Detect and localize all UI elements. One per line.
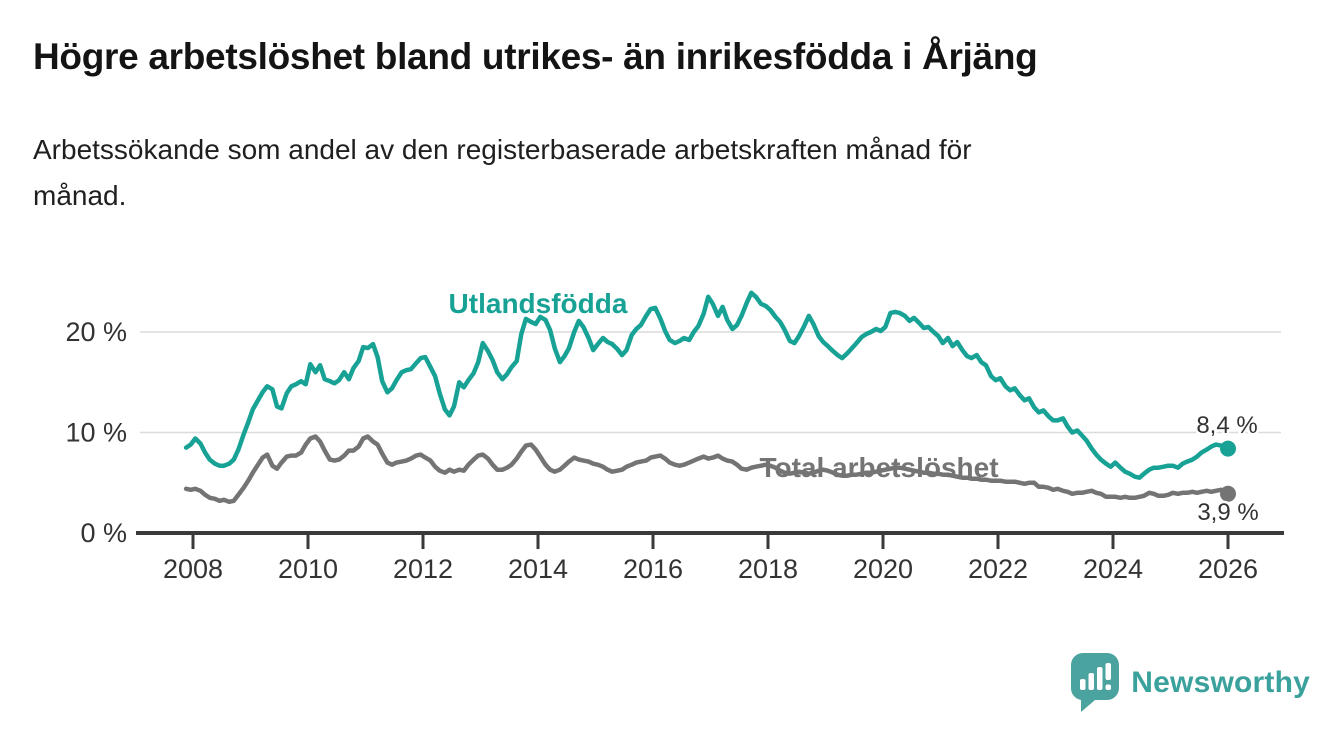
y-tick-label-10: 10 % — [65, 418, 127, 448]
x-tick-label-2016: 2016 — [623, 554, 683, 584]
x-tick-label-2022: 2022 — [968, 554, 1028, 584]
series-end-dot-0 — [1220, 440, 1236, 457]
brand-name: Newsworthy — [1131, 665, 1310, 699]
series-end-dot-1 — [1220, 485, 1236, 502]
speech-bubble-shape — [1071, 653, 1120, 712]
series-label-total-arbetsloshet: Total arbetslöshet — [759, 452, 998, 483]
series-line-0 — [183, 290, 1231, 480]
x-tick-label-2008: 2008 — [163, 554, 223, 584]
brand-footer: Newsworthy — [1071, 653, 1310, 712]
bar-chart-glyph — [1080, 663, 1112, 690]
x-tick-label-2018: 2018 — [738, 554, 798, 584]
x-tick-label-2020: 2020 — [853, 554, 913, 584]
end-value-label-total: 3,9 % — [1197, 499, 1258, 526]
chart-subtitle-line-2: månad. — [33, 180, 127, 211]
x-tick-label-2010: 2010 — [278, 554, 338, 584]
chart-subtitle-line-1: Arbetssökande som andel av den registerb… — [33, 134, 972, 165]
y-tick-label-0: 0 % — [80, 518, 127, 548]
chart-title: Högre arbetslöshet bland utrikes- än inr… — [33, 36, 1038, 77]
newsworthy-logo-icon — [1071, 653, 1120, 712]
x-tick-label-2014: 2014 — [508, 554, 568, 584]
y-tick-label-20: 20 % — [65, 317, 127, 347]
series-label-utlandsfodda: Utlandsfödda — [449, 288, 628, 319]
chart-subtitle: Arbetssökande som andel av den registerb… — [33, 127, 1293, 219]
end-value-label-utlandsfodda: 8,4 % — [1196, 412, 1257, 439]
series-line-1 — [183, 434, 1231, 505]
x-tick-label-2024: 2024 — [1083, 554, 1143, 584]
x-tick-label-2012: 2012 — [393, 554, 453, 584]
x-tick-label-2026: 2026 — [1198, 554, 1258, 584]
